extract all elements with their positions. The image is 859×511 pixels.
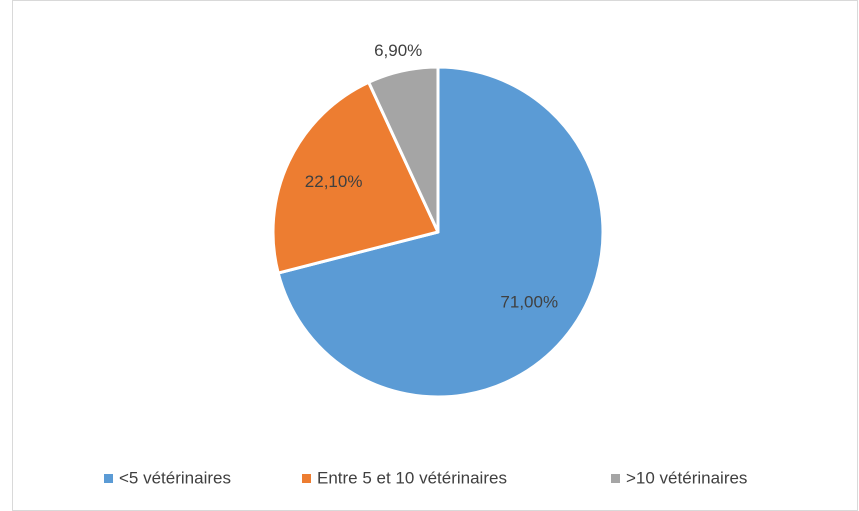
data-label: 22,10% bbox=[305, 172, 363, 191]
pie-slice bbox=[271, 80, 440, 275]
legend-swatch bbox=[104, 474, 113, 483]
data-label: 6,90% bbox=[374, 41, 422, 60]
pie-slice bbox=[367, 65, 440, 234]
legend-swatch bbox=[611, 474, 620, 483]
legend-label: <5 vétérinaires bbox=[119, 468, 231, 487]
legend-label: Entre 5 et 10 vétérinaires bbox=[317, 468, 507, 487]
legend-swatch bbox=[302, 474, 311, 483]
pie-slice bbox=[276, 65, 605, 399]
data-label: 71,00% bbox=[500, 292, 558, 311]
legend-label: >10 vétérinaires bbox=[626, 468, 747, 487]
